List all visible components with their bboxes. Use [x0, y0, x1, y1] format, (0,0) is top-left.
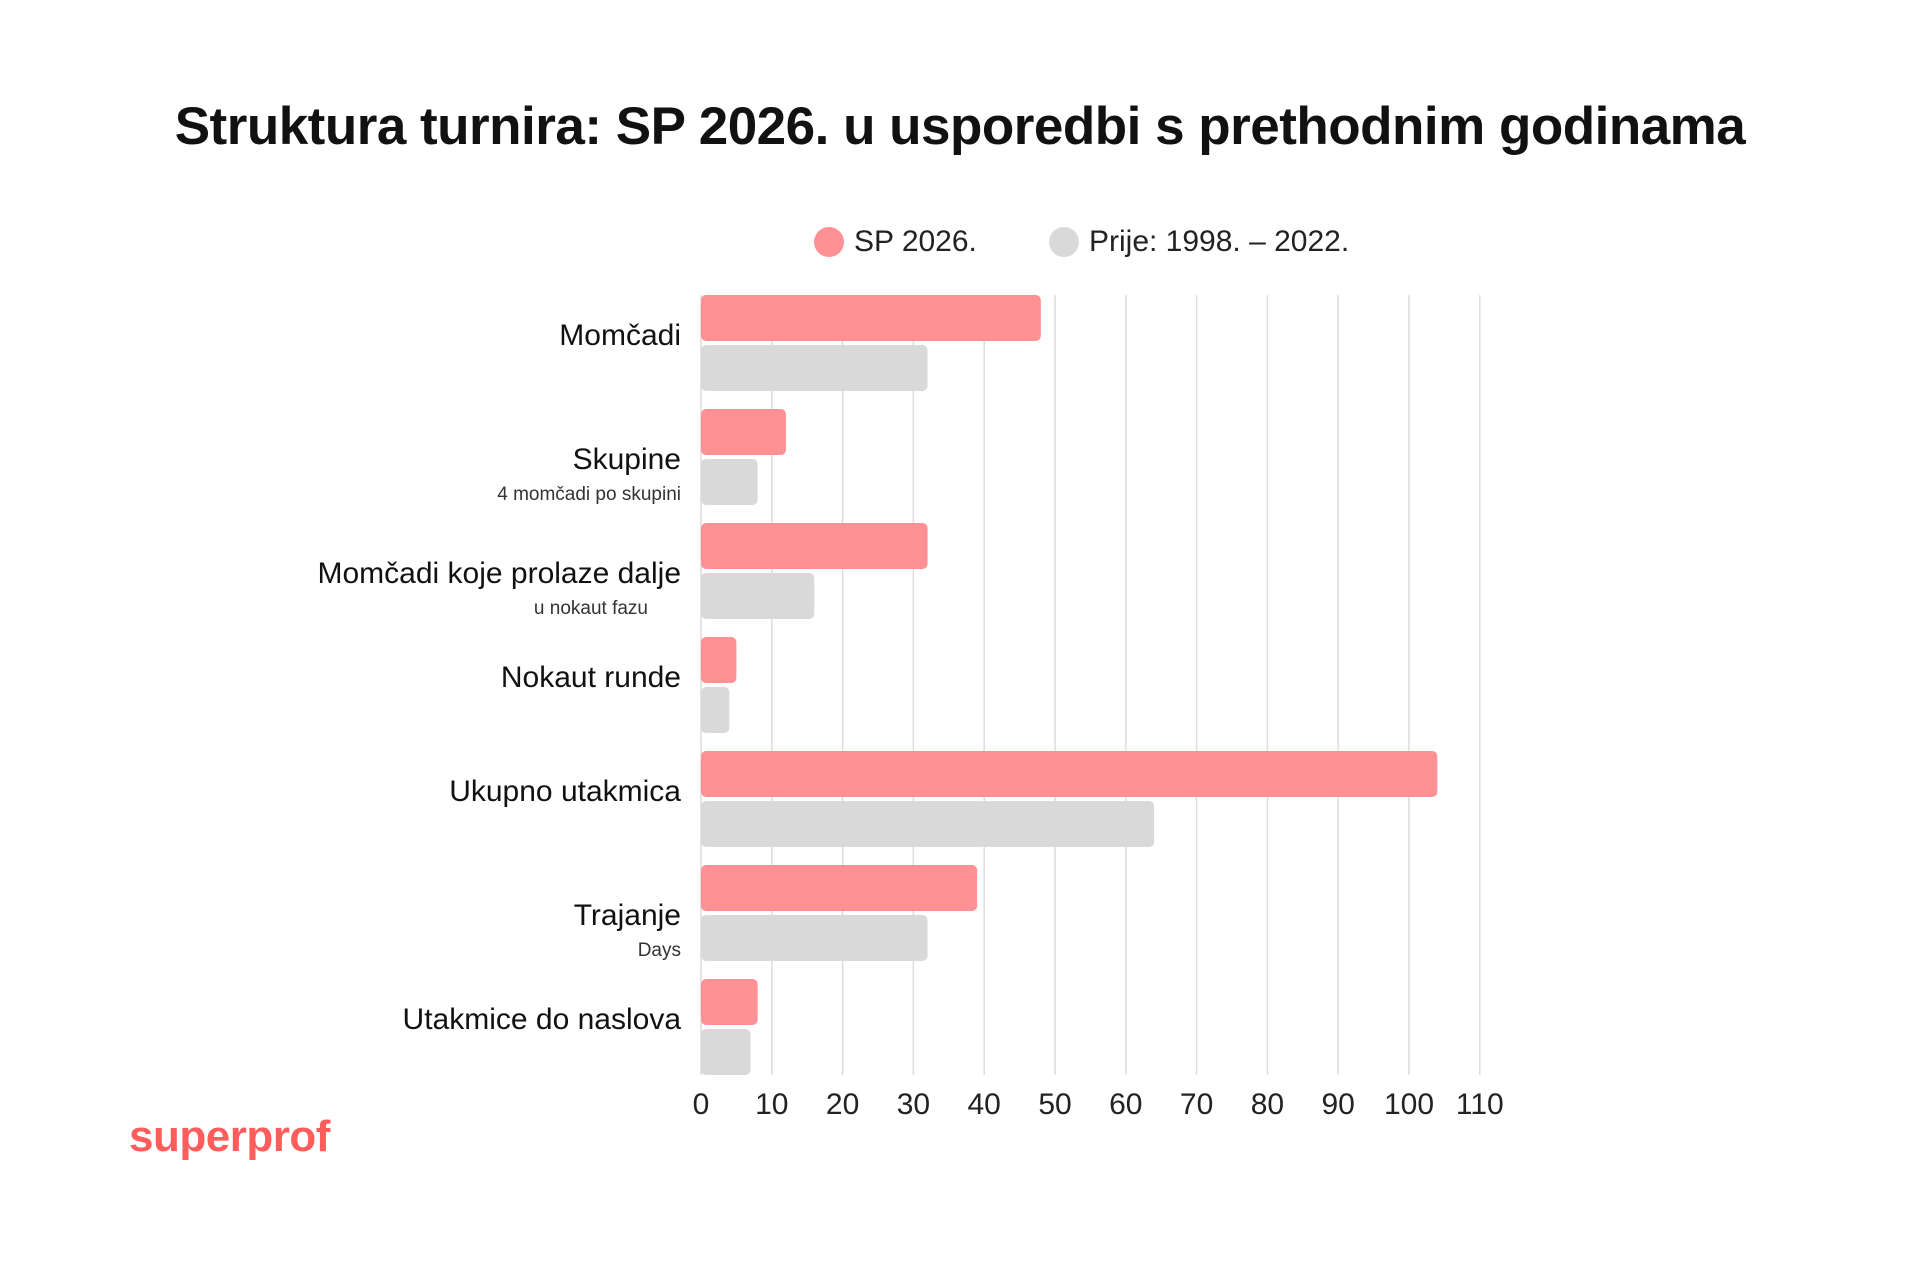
- x-tick-label-20: 20: [826, 1088, 859, 1121]
- category-label-5: Trajanje: [574, 899, 681, 932]
- bar-sp2026-0: [701, 295, 1041, 341]
- bar-sp2026-3: [701, 637, 737, 683]
- grid-lines: [700, 295, 1481, 1075]
- chart-title: Struktura turnira: SP 2026. u usporedbi …: [174, 97, 1746, 156]
- x-tick-label-80: 80: [1251, 1088, 1284, 1121]
- x-tick-label-60: 60: [1109, 1088, 1142, 1121]
- category-label-6: Utakmice do naslova: [403, 1003, 682, 1036]
- x-tick-label-90: 90: [1322, 1088, 1355, 1121]
- bar-sp2026-6: [701, 979, 758, 1025]
- bar-before-1: [701, 459, 758, 505]
- legend-label-sp2026: SP 2026.: [854, 225, 977, 258]
- category-label-4: Ukupno utakmica: [449, 775, 681, 808]
- x-tick-label-10: 10: [755, 1088, 788, 1121]
- x-tick-label-70: 70: [1180, 1088, 1213, 1121]
- bar-before-6: [701, 1029, 751, 1075]
- legend-label-before: Prije: 1998. – 2022.: [1089, 225, 1350, 258]
- legend-item-sp2026: SP 2026.: [814, 222, 977, 262]
- x-tick-label-110: 110: [1456, 1088, 1504, 1121]
- bar-before-4: [701, 801, 1155, 847]
- superprof-logo: superprof: [129, 1112, 330, 1161]
- x-tick-label-30: 30: [897, 1088, 930, 1121]
- category-label-3: Nokaut runde: [501, 661, 681, 694]
- legend-item-before: Prije: 1998. – 2022.: [1049, 222, 1349, 262]
- legend: SP 2026. Prije: 1998. – 2022.: [0, 222, 1920, 262]
- x-tick-label-50: 50: [1038, 1088, 1071, 1121]
- bar-sp2026-1: [701, 409, 786, 455]
- category-labels: Momčadi Skupine 4 momčadi po skupini Momčad…: [317, 319, 681, 1036]
- bar-before-2: [701, 573, 815, 619]
- x-tick-label-100: 100: [1384, 1088, 1434, 1121]
- category-label-2: Momčadi koje prolaze dalje: [317, 557, 681, 590]
- legend-swatch-sp2026: [814, 227, 844, 257]
- category-sublabel-2: u nokaut fazu: [534, 598, 648, 619]
- bar-before-3: [701, 687, 730, 733]
- bars: [701, 295, 1438, 1075]
- legend-swatch-before: [1049, 227, 1079, 257]
- x-tick-label-0: 0: [693, 1088, 710, 1121]
- bar-sp2026-4: [701, 751, 1438, 797]
- category-sublabel-5: Days: [638, 940, 681, 961]
- x-tick-label-40: 40: [968, 1088, 1001, 1121]
- category-label-1: Skupine: [573, 443, 681, 476]
- x-axis-ticks: 0 10 20 30 40 50 60 70 80 90 100 110: [693, 1088, 1504, 1121]
- bar-sp2026-2: [701, 523, 928, 569]
- category-label-0: Momčadi: [559, 319, 681, 352]
- category-sublabel-1: 4 momčadi po skupini: [497, 484, 681, 505]
- bar-sp2026-5: [701, 865, 978, 911]
- bar-before-0: [701, 345, 928, 391]
- bar-before-5: [701, 915, 928, 961]
